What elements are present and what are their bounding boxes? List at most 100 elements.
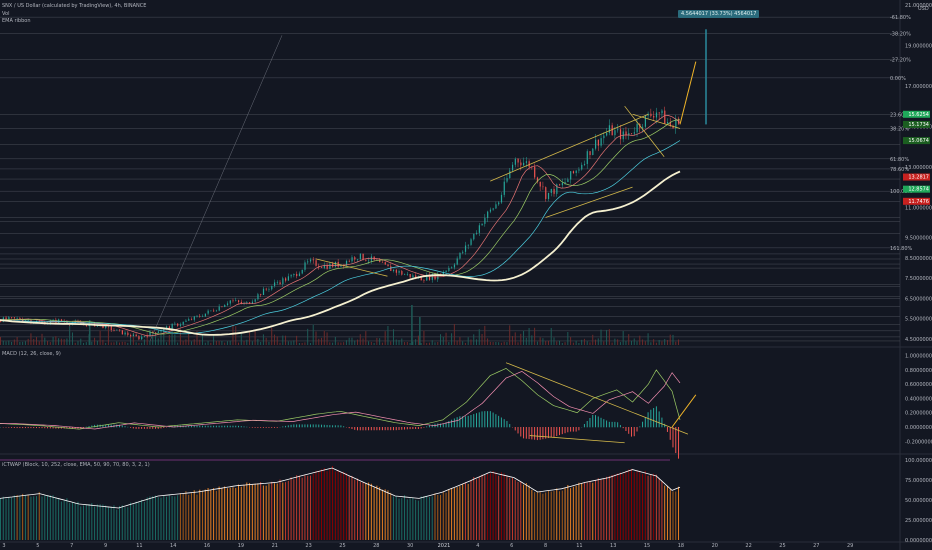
rsi-bar [60,501,62,540]
candle-body [312,259,314,261]
volume-bar [564,342,566,345]
date-tick: 5 [36,543,39,549]
volume-bar [597,338,599,345]
macd-histogram-bar [193,425,195,428]
price-tick: 8.5000000 [905,256,932,262]
macd-histogram-bar [226,425,228,428]
macd-histogram-bar [575,427,577,432]
macd-histogram-bar [298,424,300,428]
volume-bar [556,341,558,345]
volume-bar [213,335,215,345]
macd-histogram-bar [271,427,273,428]
rsi-bar [672,491,674,540]
volume-bar [492,342,494,345]
rsi-bar [570,488,572,540]
volume-bar [411,305,413,345]
rsi-bar [171,495,173,540]
volume-bar [409,342,411,345]
ema-line-red [0,115,681,337]
candle-body [456,258,458,265]
rsi-bar [157,497,159,540]
rsi-bar [309,475,311,540]
volume-bar [179,328,181,345]
rsi-bar [357,478,358,540]
rsi-bar [476,479,477,540]
candle-body [384,262,386,265]
rsi-bar [141,499,143,540]
macd-histogram-bar [536,427,538,441]
rsi-bar [678,486,680,540]
rsi-bar [412,497,414,540]
volume-bar [664,339,666,345]
macd-histogram-bar [254,427,256,428]
rsi-bar [221,488,223,540]
candle-body [514,158,516,165]
macd-histogram-bar [5,427,7,428]
macd-histogram-bar [495,414,497,428]
candle-body [661,110,663,114]
rsi-bar [547,490,549,540]
volume-bar [531,335,533,345]
volume-bar [592,334,594,345]
macd-histogram-bar [559,427,561,436]
volume-bar [30,333,32,345]
rsi-bar [193,490,195,540]
candle-body [179,324,182,326]
candle-body [298,273,301,277]
macd-histogram-bar [188,425,190,428]
volume-bar [315,331,317,345]
macd-histogram-bar [523,427,525,439]
candle-body [415,275,417,279]
volume-bar [99,330,101,345]
price-tick: 6.5000000 [905,296,932,302]
volume-bar [428,342,430,345]
rsi-bar [188,494,190,540]
volume-bar [326,332,328,345]
volume-bar [509,325,511,345]
date-tick: 8 [544,543,547,549]
rsi-bar [99,504,101,540]
candle-body [268,289,270,290]
rsi-bar [597,478,599,540]
volume-bar [567,332,569,345]
rsi-bar [160,497,162,540]
candle-body [210,310,212,312]
candle-body [199,315,201,317]
volume-bar [672,334,674,345]
date-tick: 6 [510,543,513,549]
rsi-bar [348,476,350,540]
rsi-bar [312,473,314,540]
volume-bar [644,341,646,345]
macd-histogram-bar [94,424,96,428]
rsi-bar [268,483,270,540]
macd-histogram-bar [207,425,209,428]
volume-bar [58,338,60,345]
rsi-bar [132,504,134,540]
rsi-bar [404,495,406,540]
candle-body [262,288,265,296]
volume-bar [553,337,555,345]
macd-histogram-bar [321,424,323,428]
rsi-bar [8,496,10,540]
macd-histogram-bar [478,412,480,428]
volume-bar [88,320,91,345]
volume-bar [332,342,334,345]
rsi-bar [462,484,464,540]
rsi-bar [199,489,201,540]
volume-bar [257,338,259,345]
candle-body [74,321,76,323]
macd-histogram-bar [343,426,345,428]
macd-histogram-bar [235,425,237,428]
volume-bar [384,331,386,345]
macd-histogram-bar [185,425,187,428]
candle-body [666,122,669,124]
macd-histogram-bar [666,427,668,432]
macd-histogram-bar [58,427,60,429]
volume-bar [459,337,461,345]
rsi-bar [202,490,204,540]
volume-bar [107,327,109,345]
volume-bar [481,334,483,345]
rsi-bar [581,483,583,540]
macd-histogram-bar [287,425,289,428]
